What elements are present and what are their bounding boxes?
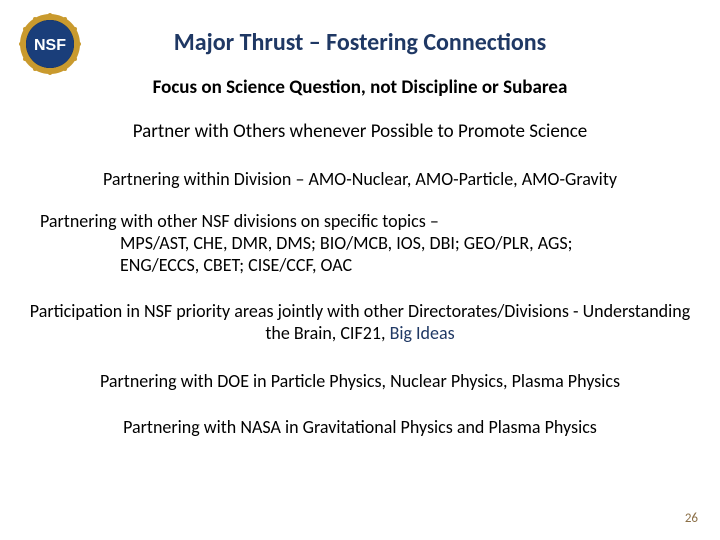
- bullet-doe: Partnering with DOE in Particle Physics,…: [0, 370, 720, 392]
- slide-title: Major Thrust – Fostering Connections: [0, 28, 720, 57]
- bullet-priority-text: Participation in NSF priority areas join…: [30, 300, 690, 344]
- slide: NSF Major Thrust – Fostering Connections…: [0, 0, 720, 540]
- bullet-division: Partnering within Division – AMO-Nuclear…: [0, 168, 720, 190]
- bullet-priority-areas: Participation in NSF priority areas join…: [20, 300, 700, 344]
- subtitle-partner: Partner with Others whenever Possible to…: [0, 120, 720, 143]
- subtitle-focus: Focus on Science Question, not Disciplin…: [0, 76, 720, 99]
- page-number: 26: [685, 511, 698, 526]
- bullet-nsf-divisions-line2: ENG/ECCS, CBET; CISE/CCF, OAC: [40, 254, 680, 276]
- bullet-nsf-divisions: Partnering with other NSF divisions on s…: [40, 210, 680, 276]
- bullet-nasa: Partnering with NASA in Gravitational Ph…: [0, 416, 720, 438]
- big-ideas-text: Big Ideas: [390, 322, 455, 344]
- bullet-nsf-divisions-lead: Partnering with other NSF divisions on s…: [40, 210, 680, 232]
- bullet-nsf-divisions-line1: MPS/AST, CHE, DMR, DMS; BIO/MCB, IOS, DB…: [40, 232, 680, 254]
